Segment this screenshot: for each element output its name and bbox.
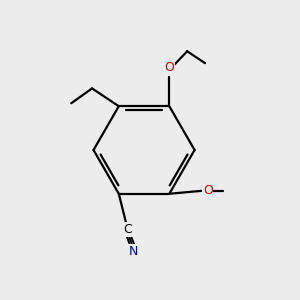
Text: O: O [164,61,174,74]
Text: O: O [203,184,213,197]
Text: C: C [123,223,132,236]
Text: N: N [128,244,138,258]
